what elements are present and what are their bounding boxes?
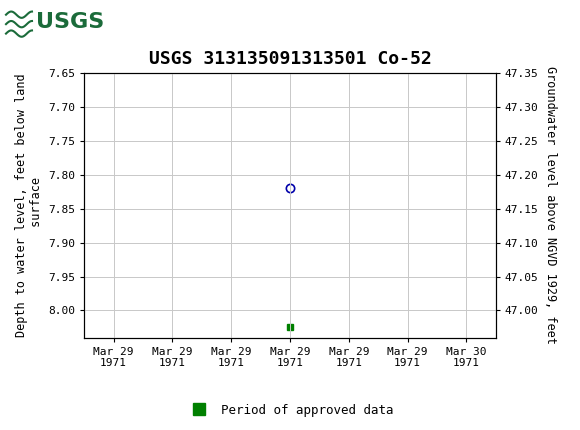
Legend: Period of approved data: Period of approved data	[181, 399, 399, 421]
Text: USGS 313135091313501 Co-52: USGS 313135091313501 Co-52	[148, 50, 432, 68]
Y-axis label: Groundwater level above NGVD 1929, feet: Groundwater level above NGVD 1929, feet	[544, 66, 557, 344]
Bar	[4, 4, 94, 41]
Y-axis label: Depth to water level, feet below land
 surface: Depth to water level, feet below land su…	[14, 74, 42, 337]
Text: USGS: USGS	[36, 12, 104, 31]
